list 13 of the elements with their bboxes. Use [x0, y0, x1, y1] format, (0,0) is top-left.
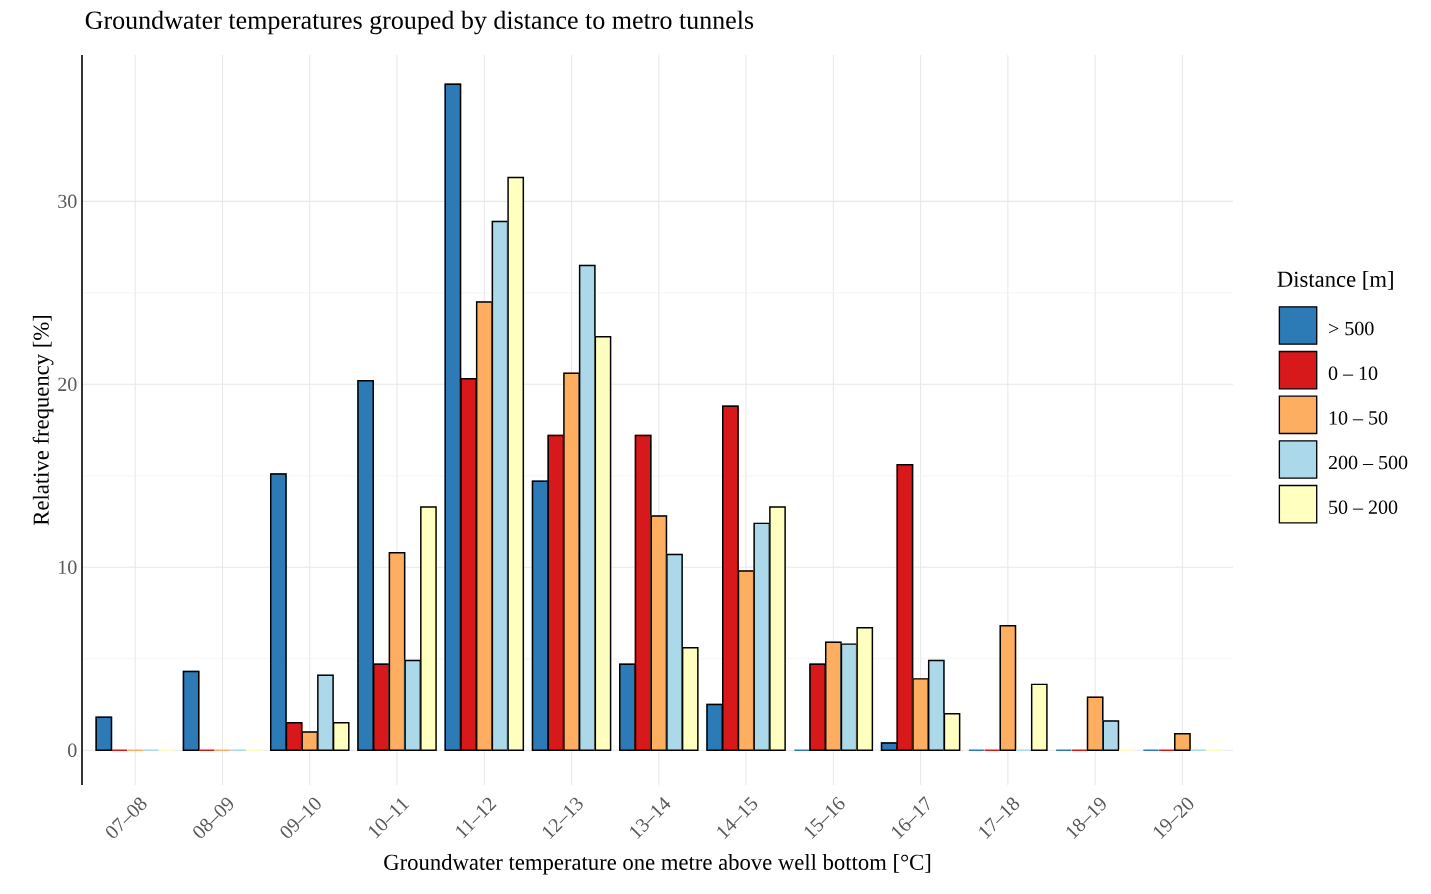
y-axis-title: Relative frequency [%] — [32, 315, 54, 526]
y-tick-label: 30 — [58, 194, 77, 209]
chart-title: Groundwater temperatures grouped by distance to metro tunnels — [85, 10, 754, 35]
legend-label: > 500 — [1329, 321, 1374, 336]
x-axis-title: Groundwater temperature one metre above well bottom [°C] — [384, 854, 931, 875]
legend-label: 50 – 200 — [1329, 500, 1398, 514]
legend-title: Distance [m] — [1277, 270, 1393, 290]
y-tick-label: 20 — [58, 377, 77, 392]
legend-label: 10 – 50 — [1329, 411, 1388, 425]
y-tick-label: 10 — [59, 560, 77, 575]
y-tick-label: 0 — [68, 743, 77, 757]
legend-label: 0 – 10 — [1328, 366, 1378, 380]
legend-label: 200 – 500 — [1328, 455, 1408, 470]
